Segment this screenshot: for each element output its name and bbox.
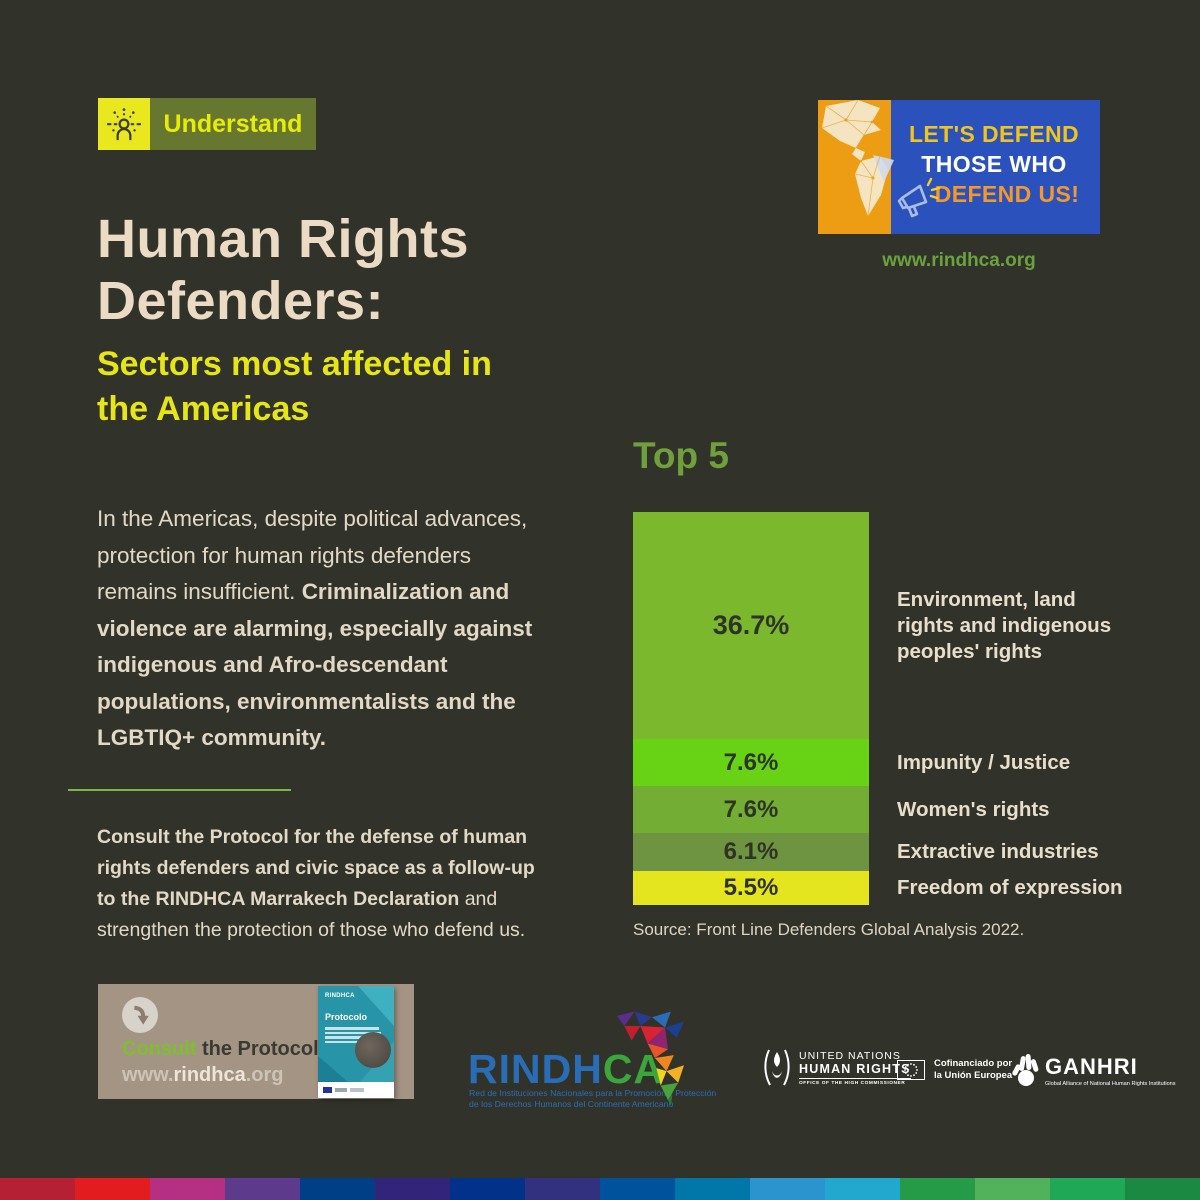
un-emblem-icon	[764, 1049, 790, 1086]
bar-category-label: Impunity / Justice	[897, 750, 1071, 774]
note-normal-text: and strengthen the protection of those w…	[97, 888, 526, 941]
banner-slogan: LET'S DEFEND THOSE WHO DEFEND US!	[894, 119, 1094, 209]
stripe-block	[825, 1178, 900, 1200]
stripe-block	[225, 1178, 300, 1200]
eu-flag-icon	[897, 1060, 925, 1080]
thumb-photo	[355, 1032, 391, 1068]
chart-label-row: Freedom of expression	[897, 871, 1197, 905]
stripe-block	[1125, 1178, 1200, 1200]
bar-category-label: Women's rights	[897, 797, 1050, 821]
banner-line-2: THOSE WHO	[921, 151, 1067, 177]
consult-text: Consult the Protocol: www.rindhca.org	[122, 1036, 325, 1088]
stripe-block	[750, 1178, 825, 1200]
banner-line-1: LET'S DEFEND	[908, 121, 1079, 147]
page-title: Human Rights Defenders:	[97, 209, 470, 331]
stripe-block	[450, 1178, 525, 1200]
enlightened-person-icon	[98, 98, 150, 150]
website-link[interactable]: www.rindhca.org	[882, 250, 1036, 271]
protocol-cover: RINDHCA Protocolo	[318, 986, 394, 1082]
chart-label-row: Women's rights	[897, 786, 1197, 833]
stripe-block	[600, 1178, 675, 1200]
eu-line-2: la Unión Europea	[934, 1070, 1013, 1081]
bar-category-label: Freedom of expression	[897, 876, 1123, 899]
bar-value-label: 5.5%	[723, 874, 779, 901]
stripe-block	[975, 1178, 1050, 1200]
chart-bar: 7.6%	[633, 739, 869, 786]
ganhri-name: GANHRI	[1045, 1053, 1138, 1079]
bar-category-label: Extractive industries	[897, 840, 1099, 863]
stripe-block	[375, 1178, 450, 1200]
americas-network-map	[821, 100, 894, 217]
un-line-2: HUMAN RIGHTS	[799, 1062, 911, 1077]
rindhca-word-blue: RINDH	[468, 1046, 603, 1092]
consult-url[interactable]: www.rindhca.org	[122, 1062, 325, 1088]
stripe-block	[525, 1178, 600, 1200]
chart-label-row: Extractive industries	[897, 833, 1197, 871]
bar-value-label: 7.6%	[723, 795, 779, 823]
url-prefix: www.	[122, 1064, 174, 1086]
chart-labels: Environment, land rights and indigenous …	[897, 512, 1197, 905]
understand-label: Understand	[150, 98, 316, 150]
rindhca-tagline-2: de los Derechos Humanos del Continente A…	[469, 1098, 674, 1109]
footer-stripe	[0, 1178, 1200, 1200]
consult-rest: the Protocol:	[196, 1038, 326, 1060]
rindhca-americas-logo-map	[617, 1011, 684, 1106]
intro-paragraph: In the Americas, despite political advan…	[97, 501, 549, 757]
chart-bar: 5.5%	[633, 871, 869, 905]
eu-line-1: Cofinanciado por	[934, 1058, 1013, 1069]
bar-value-label: 6.1%	[723, 838, 779, 865]
stripe-block	[75, 1178, 150, 1200]
consult-word: Consult	[122, 1038, 197, 1060]
chart-bar: 7.6%	[633, 786, 869, 833]
rindhca-tagline-1: Red de Instituciones Nacionales para la …	[469, 1088, 717, 1098]
stripe-block	[150, 1178, 225, 1200]
megaphone-icon	[897, 177, 941, 218]
page-subtitle: Sectors most affected in the Americas	[97, 345, 492, 428]
stripe-block	[300, 1178, 375, 1200]
chart-label-row: Impunity / Justice	[897, 739, 1197, 786]
consult-line-1: Consult the Protocol:	[122, 1036, 325, 1062]
understand-badge: Understand	[98, 98, 316, 150]
note-bold-text: Consult the Protocol for the defense of …	[97, 826, 535, 910]
chart-bar: 36.7%	[633, 512, 869, 739]
chart-bars: 36.7% 7.6% 7.6% 6.1% 5.5%	[633, 512, 869, 905]
thumb-title: Protocolo	[325, 1012, 367, 1022]
intro-normal-text: In the Americas, despite political advan…	[97, 506, 528, 604]
rindhca-wordmark: RINDHCA	[468, 1046, 664, 1093]
protocol-note: Consult the Protocol for the defense of …	[97, 822, 545, 946]
chart-bar: 6.1%	[633, 833, 869, 871]
section-divider	[68, 789, 291, 791]
eu-cofinanced-logo: Cofinanciado por la Unión Europea	[897, 1058, 1012, 1082]
bar-category-label: Environment, land rights and indigenous …	[897, 587, 1112, 663]
url-domain: rindhca	[173, 1064, 246, 1086]
thumb-text-lines	[325, 1027, 383, 1045]
chart-label-row: Environment, land rights and indigenous …	[897, 512, 1197, 739]
stripe-block	[675, 1178, 750, 1200]
rindhca-tagline: Red de Instituciones Nacionales para la …	[469, 1088, 716, 1109]
chart-title: Top 5	[633, 435, 729, 476]
download-arrow-icon	[122, 997, 158, 1033]
stripe-block	[1050, 1178, 1125, 1200]
ganhri-hand-icon	[1012, 1054, 1039, 1086]
un-line-3: OFFICE OF THE HIGH COMMISSIONER	[799, 1078, 911, 1086]
bar-value-label: 7.6%	[723, 748, 779, 776]
banner-line-3: DEFEND US!	[934, 181, 1080, 207]
protocol-document-thumbnail[interactable]: RINDHCA Protocolo	[318, 986, 394, 1098]
stripe-block	[0, 1178, 75, 1200]
thumb-brand: RINDHCA	[325, 993, 355, 999]
chart-source: Source: Front Line Defenders Global Anal…	[633, 920, 1025, 939]
un-line-1: UNITED NATIONS	[799, 1050, 901, 1063]
url-suffix: .org	[245, 1064, 284, 1086]
campaign-banner: LET'S DEFEND THOSE WHO DEFEND US!	[818, 100, 1100, 234]
un-human-rights-logo: UNITED NATIONS HUMAN RIGHTS OFFICE OF TH…	[762, 1044, 911, 1092]
stripe-block	[900, 1178, 975, 1200]
ganhri-tagline: Global Alliance of National Human Rights…	[1045, 1080, 1176, 1087]
bar-value-label: 36.7%	[712, 610, 790, 640]
ganhri-logo: GANHRI Global Alliance of National Human…	[1012, 1052, 1176, 1088]
intro-bold-text: Criminalization and violence are alarmin…	[97, 579, 533, 750]
thumb-footer-logos	[318, 1082, 394, 1098]
